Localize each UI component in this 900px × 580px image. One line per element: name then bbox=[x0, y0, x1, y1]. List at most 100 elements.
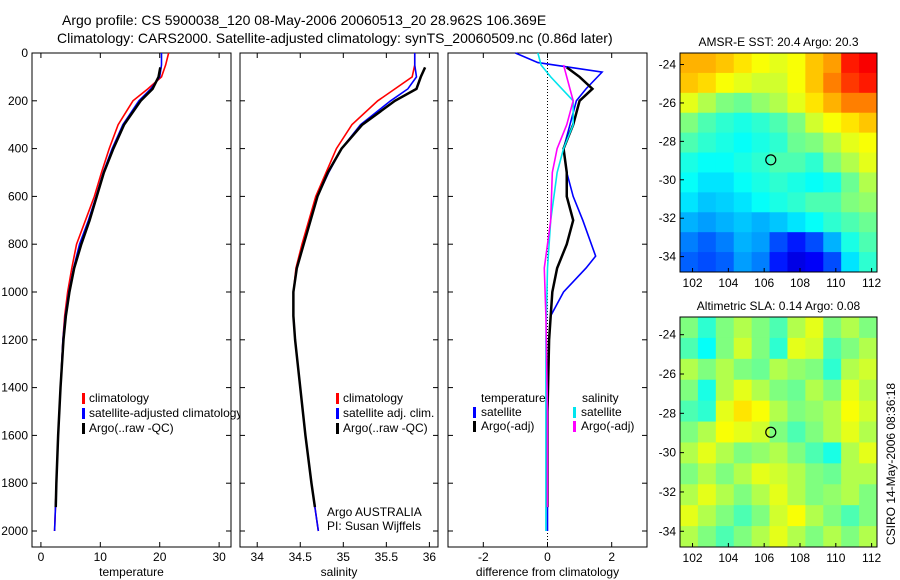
heatmap-cell bbox=[859, 53, 878, 74]
legend-label: satellite bbox=[581, 405, 622, 419]
heatmap-cell bbox=[805, 442, 824, 464]
heatmap-cell bbox=[805, 172, 824, 193]
heatmap-cell bbox=[841, 317, 860, 339]
heatmap-cell bbox=[751, 317, 771, 339]
heatmap-cell bbox=[680, 72, 699, 94]
heatmap-cell bbox=[787, 152, 806, 173]
heatmap-cell bbox=[769, 463, 788, 485]
heatmap-cell bbox=[823, 152, 842, 173]
heatmap-cell bbox=[751, 172, 771, 193]
y-tick-label: 2000 bbox=[1, 524, 28, 538]
heatmap-cell bbox=[751, 484, 771, 506]
x-tick-label: 112 bbox=[862, 551, 881, 565]
heatmap-cell bbox=[715, 112, 735, 134]
heatmap-cell bbox=[823, 92, 842, 114]
x-axis-label: temperature bbox=[99, 565, 164, 579]
heatmap-cell bbox=[769, 112, 788, 134]
heatmap-cell bbox=[697, 172, 717, 193]
x-tick-label: 110 bbox=[826, 551, 845, 565]
heatmap-cell bbox=[823, 463, 842, 485]
map-panel-1: AMSR-E SST: 20.4 Argo: 20.3 102 104 106 108 1… bbox=[659, 35, 882, 290]
heatmap-cell bbox=[733, 132, 753, 154]
heatmap-cell bbox=[680, 172, 699, 193]
heatmap-cell bbox=[751, 53, 771, 74]
heatmap-cell bbox=[769, 421, 788, 443]
heatmap-cell bbox=[697, 192, 717, 213]
heatmap-cell bbox=[751, 212, 771, 233]
heatmap-cell bbox=[859, 72, 878, 94]
heatmap-cell bbox=[805, 112, 824, 134]
heatmap-cell bbox=[859, 463, 878, 485]
heatmap-cell bbox=[715, 212, 735, 233]
heatmap-cell bbox=[805, 132, 824, 154]
heatmap-cell bbox=[733, 252, 753, 273]
heatmap-cell bbox=[715, 421, 735, 443]
heatmap-cell bbox=[680, 152, 699, 173]
heatmap-cell bbox=[733, 152, 753, 173]
heatmap-cell bbox=[733, 505, 753, 527]
heatmap-cell bbox=[787, 505, 806, 527]
heatmap-cell bbox=[733, 379, 753, 402]
heatmap-cell bbox=[769, 192, 788, 213]
heatmap-cell bbox=[769, 53, 788, 74]
heatmap-cell bbox=[859, 132, 878, 154]
heatmap-cell bbox=[841, 152, 860, 173]
heatmap-cell bbox=[823, 505, 842, 527]
heatmap-cell bbox=[859, 212, 878, 233]
heatmap-cell bbox=[751, 72, 771, 94]
heatmap-cell bbox=[697, 112, 717, 134]
x-tick-label: 30 bbox=[212, 550, 226, 564]
series-line-salinity-argo-adj- bbox=[543, 64, 575, 508]
heatmap-cell bbox=[805, 463, 824, 485]
legend-swatch bbox=[336, 423, 339, 434]
heatmap-cell bbox=[805, 484, 824, 506]
x-tick-label: 0 bbox=[544, 550, 551, 564]
heatmap-cell bbox=[841, 421, 860, 443]
heatmap-cell bbox=[697, 132, 717, 154]
plot-frame bbox=[239, 52, 439, 548]
heatmap-cell bbox=[751, 505, 771, 527]
x-tick-label: 110 bbox=[826, 276, 845, 290]
annotation-text: Argo AUSTRALIA bbox=[327, 505, 422, 519]
y-tick-label: -28 bbox=[659, 406, 677, 420]
x-tick-label: 10 bbox=[94, 550, 108, 564]
y-tick-label: 1400 bbox=[1, 381, 28, 395]
heatmap-cell bbox=[823, 484, 842, 506]
heatmap-cell bbox=[751, 337, 771, 360]
heatmap-cell bbox=[680, 421, 699, 443]
heatmap-cell bbox=[769, 172, 788, 193]
argo-location-marker bbox=[765, 154, 777, 166]
y-tick-label: -26 bbox=[659, 96, 677, 110]
argo-location-marker bbox=[765, 426, 777, 438]
heatmap-cell bbox=[841, 505, 860, 527]
heatmap-cell bbox=[841, 72, 860, 94]
profile-panel-2: 34 34.5 35 35.5 36 salinity climatologysatelli… bbox=[239, 52, 439, 579]
heatmap-cell bbox=[715, 442, 735, 464]
heatmap-cell bbox=[805, 379, 824, 402]
legend-swatch bbox=[473, 421, 476, 432]
heatmap-cell bbox=[715, 337, 735, 360]
heatmap-cell bbox=[697, 152, 717, 173]
y-tick-label: -24 bbox=[659, 58, 677, 72]
heatmap-cell bbox=[680, 132, 699, 154]
heatmap-cell bbox=[859, 172, 878, 193]
heatmap-cell bbox=[787, 317, 806, 339]
heatmap-cell bbox=[823, 232, 842, 253]
map-frame bbox=[679, 52, 878, 273]
y-tick-label: -24 bbox=[659, 328, 677, 342]
heatmap-cell bbox=[787, 252, 806, 273]
heatmap-cell bbox=[769, 232, 788, 253]
heatmap-cell bbox=[859, 505, 878, 527]
heatmap-cell bbox=[859, 421, 878, 443]
heatmap-cell bbox=[859, 232, 878, 253]
heatmap-cell bbox=[823, 192, 842, 213]
heatmap-cell bbox=[697, 463, 717, 485]
heatmap-cell bbox=[805, 252, 824, 273]
heatmap-cell bbox=[769, 526, 788, 548]
y-tick-label: -30 bbox=[659, 446, 677, 460]
heatmap-cell bbox=[823, 358, 842, 381]
heatmap-cell bbox=[715, 232, 735, 253]
y-tick-label: 1000 bbox=[1, 285, 28, 299]
y-tick-label: -26 bbox=[659, 367, 677, 381]
